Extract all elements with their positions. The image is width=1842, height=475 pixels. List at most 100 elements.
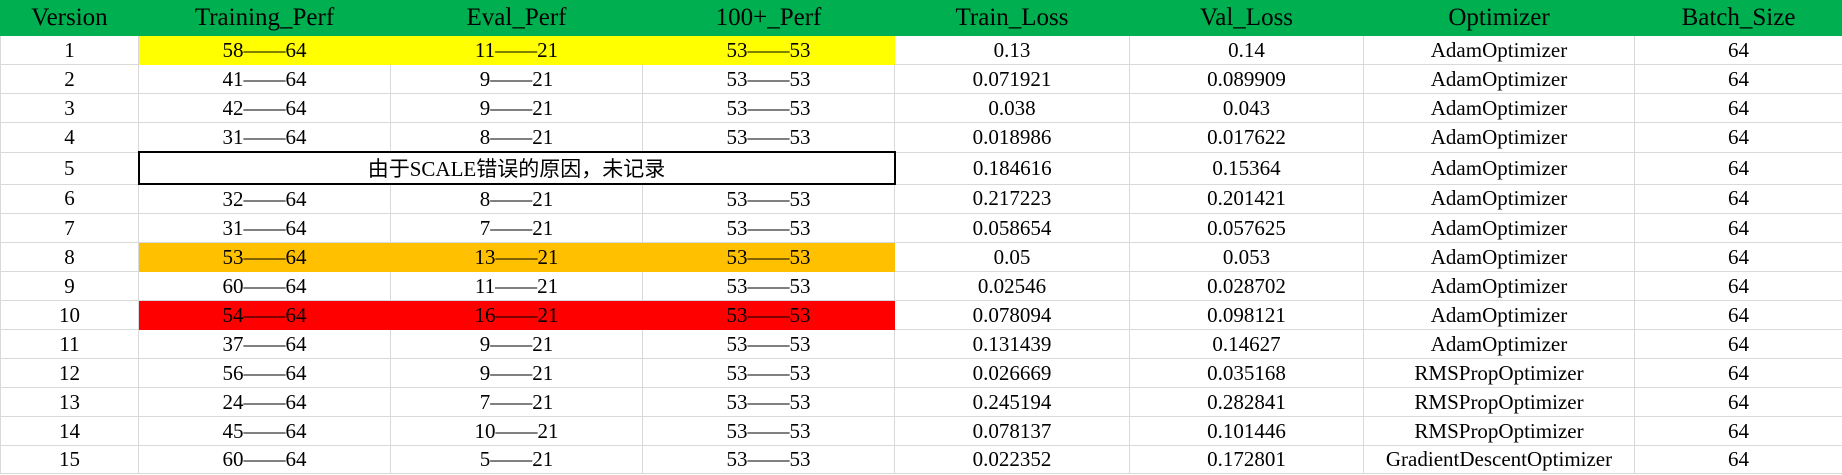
cell-val-loss[interactable]: 0.017622 [1129,122,1364,153]
cell-optimizer[interactable]: GradientDescentOptimizer [1363,445,1635,474]
cell-train-loss[interactable]: 0.038 [894,93,1130,123]
cell-val-loss[interactable]: 0.053 [1129,242,1364,272]
cell-optimizer[interactable]: AdamOptimizer [1363,93,1635,123]
cell-100-perf[interactable]: 53——53 [642,387,895,417]
cell-training-perf[interactable]: 24——64 [138,387,391,417]
cell-optimizer[interactable]: AdamOptimizer [1363,35,1635,65]
cell-eval-perf[interactable]: 5——21 [390,445,643,474]
cell-100-perf[interactable]: 53——53 [642,122,895,153]
cell-batch-size[interactable]: 64 [1634,358,1842,388]
cell-training-perf[interactable]: 60——64 [138,271,391,301]
cell-eval-perf[interactable]: 9——21 [390,329,643,359]
cell-train-loss[interactable]: 0.245194 [894,387,1130,417]
cell-batch-size[interactable]: 64 [1634,300,1842,330]
cell-100-perf[interactable]: 53——53 [642,64,895,94]
cell-batch-size[interactable]: 64 [1634,35,1842,65]
cell-eval-perf[interactable]: 9——21 [390,93,643,123]
cell-100-perf[interactable]: 53——53 [642,300,895,330]
cell-version[interactable]: 9 [0,271,139,301]
cell-training-perf[interactable]: 58——64 [138,35,391,65]
cell-100-perf[interactable]: 53——53 [642,213,895,243]
cell-optimizer[interactable]: AdamOptimizer [1363,271,1635,301]
cell-val-loss[interactable]: 0.035168 [1129,358,1364,388]
cell-version[interactable]: 15 [0,445,139,474]
header-training-perf[interactable]: Training_Perf [138,0,391,36]
cell-eval-perf[interactable]: 9——21 [390,358,643,388]
cell-train-loss[interactable]: 0.058654 [894,213,1130,243]
cell-batch-size[interactable]: 64 [1634,151,1842,185]
cell-version[interactable]: 4 [0,122,139,153]
cell-100-perf[interactable]: 53——53 [642,358,895,388]
cell-batch-size[interactable]: 64 [1634,93,1842,123]
header-batch-size[interactable]: Batch_Size [1634,0,1842,36]
cell-val-loss[interactable]: 0.14627 [1129,329,1364,359]
cell-train-loss[interactable]: 0.131439 [894,329,1130,359]
cell-batch-size[interactable]: 64 [1634,183,1842,214]
cell-version[interactable]: 8 [0,242,139,272]
cell-100-perf[interactable]: 53——53 [642,416,895,446]
cell-optimizer[interactable]: AdamOptimizer [1363,300,1635,330]
cell-eval-perf[interactable]: 9——21 [390,64,643,94]
cell-batch-size[interactable]: 64 [1634,329,1842,359]
cell-train-loss[interactable]: 0.078137 [894,416,1130,446]
cell-batch-size[interactable]: 64 [1634,387,1842,417]
cell-batch-size[interactable]: 64 [1634,445,1842,474]
cell-100-perf[interactable]: 53——53 [642,242,895,272]
cell-val-loss[interactable]: 0.043 [1129,93,1364,123]
cell-100-perf[interactable]: 53——53 [642,183,895,214]
cell-100-perf[interactable]: 53——53 [642,271,895,301]
cell-optimizer[interactable]: AdamOptimizer [1363,183,1635,214]
cell-version[interactable]: 14 [0,416,139,446]
cell-100-perf[interactable]: 53——53 [642,445,895,474]
header-val-loss[interactable]: Val_Loss [1129,0,1364,36]
cell-val-loss[interactable]: 0.15364 [1129,151,1364,185]
cell-version[interactable]: 6 [0,183,139,214]
cell-optimizer[interactable]: AdamOptimizer [1363,64,1635,94]
cell-training-perf[interactable]: 42——64 [138,93,391,123]
cell-optimizer[interactable]: AdamOptimizer [1363,329,1635,359]
cell-version[interactable]: 1 [0,35,139,65]
cell-training-perf[interactable]: 53——64 [138,242,391,272]
cell-training-perf[interactable]: 32——64 [138,183,391,214]
cell-training-perf[interactable]: 60——64 [138,445,391,474]
header-100-perf[interactable]: 100+_Perf [642,0,895,36]
cell-optimizer[interactable]: AdamOptimizer [1363,242,1635,272]
cell-training-perf[interactable]: 37——64 [138,329,391,359]
cell-val-loss[interactable]: 0.101446 [1129,416,1364,446]
cell-val-loss[interactable]: 0.057625 [1129,213,1364,243]
cell-optimizer[interactable]: RMSPropOptimizer [1363,387,1635,417]
cell-eval-perf[interactable]: 7——21 [390,387,643,417]
cell-optimizer[interactable]: RMSPropOptimizer [1363,416,1635,446]
cell-training-perf[interactable]: 31——64 [138,213,391,243]
cell-batch-size[interactable]: 64 [1634,64,1842,94]
cell-train-loss[interactable]: 0.018986 [894,122,1130,153]
header-eval-perf[interactable]: Eval_Perf [390,0,643,36]
cell-val-loss[interactable]: 0.028702 [1129,271,1364,301]
cell-version[interactable]: 7 [0,213,139,243]
cell-val-loss[interactable]: 0.089909 [1129,64,1364,94]
cell-version[interactable]: 12 [0,358,139,388]
cell-train-loss[interactable]: 0.05 [894,242,1130,272]
cell-eval-perf[interactable]: 16——21 [390,300,643,330]
cell-version[interactable]: 10 [0,300,139,330]
header-train-loss[interactable]: Train_Loss [894,0,1130,36]
cell-val-loss[interactable]: 0.282841 [1129,387,1364,417]
cell-training-perf[interactable]: 45——64 [138,416,391,446]
merged-note-cell[interactable]: 由于SCALE错误的原因，未记录 [137,151,896,185]
cell-optimizer[interactable]: RMSPropOptimizer [1363,358,1635,388]
cell-eval-perf[interactable]: 8——21 [390,183,643,214]
cell-batch-size[interactable]: 64 [1634,271,1842,301]
cell-train-loss[interactable]: 0.026669 [894,358,1130,388]
cell-eval-perf[interactable]: 13——21 [390,242,643,272]
cell-batch-size[interactable]: 64 [1634,242,1842,272]
cell-version[interactable]: 2 [0,64,139,94]
cell-optimizer[interactable]: AdamOptimizer [1363,122,1635,153]
cell-optimizer[interactable]: AdamOptimizer [1363,213,1635,243]
cell-batch-size[interactable]: 64 [1634,213,1842,243]
cell-train-loss[interactable]: 0.078094 [894,300,1130,330]
cell-training-perf[interactable]: 54——64 [138,300,391,330]
header-version[interactable]: Version [0,0,139,36]
cell-100-perf[interactable]: 53——53 [642,35,895,65]
cell-val-loss[interactable]: 0.172801 [1129,445,1364,474]
cell-train-loss[interactable]: 0.022352 [894,445,1130,474]
